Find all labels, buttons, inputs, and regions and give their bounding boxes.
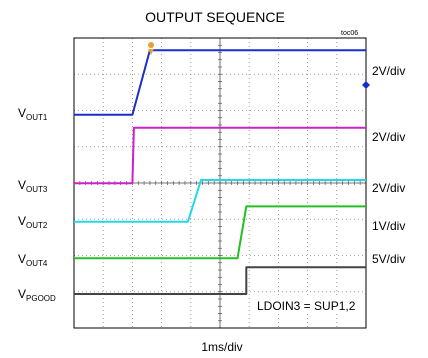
scale-label-out2: 2V/div	[372, 181, 405, 195]
scale-label-out3: 2V/div	[372, 130, 405, 144]
trigger-level-icon	[362, 81, 370, 89]
trace-out3	[74, 126, 366, 185]
trace-out4	[74, 205, 366, 260]
trace-group	[74, 49, 366, 295]
trace-out1	[74, 49, 366, 116]
trigger-marker-icon	[148, 42, 154, 55]
channel-labels: VOUT1 VOUT3 VOUT2 VOUT4 VPGOOD	[18, 106, 56, 303]
channel-label-out2: VOUT2	[18, 214, 48, 230]
annotation-text: LDOIN3 = SUP1,2	[257, 299, 356, 313]
channel-label-out1: VOUT1	[18, 106, 48, 122]
trace-pgood	[74, 266, 366, 295]
x-axis-label: 1ms/div	[201, 340, 242, 354]
channel-label-out3: VOUT3	[18, 178, 48, 194]
figure-id: toc06	[341, 30, 358, 37]
scale-label-out4: 1V/div	[372, 219, 405, 233]
channel-label-out4: VOUT4	[18, 252, 48, 268]
scale-label-out1: 2V/div	[372, 64, 405, 78]
channel-label-pgood: VPGOOD	[18, 287, 56, 303]
chart-title: OUTPUT SEQUENCE	[145, 9, 285, 25]
channel-scales: 2V/div 2V/div 2V/div 1V/div 5V/div	[372, 64, 405, 266]
scale-label-pgood: 5V/div	[372, 252, 405, 266]
trace-out2	[74, 179, 366, 223]
annotation-background	[254, 297, 362, 313]
